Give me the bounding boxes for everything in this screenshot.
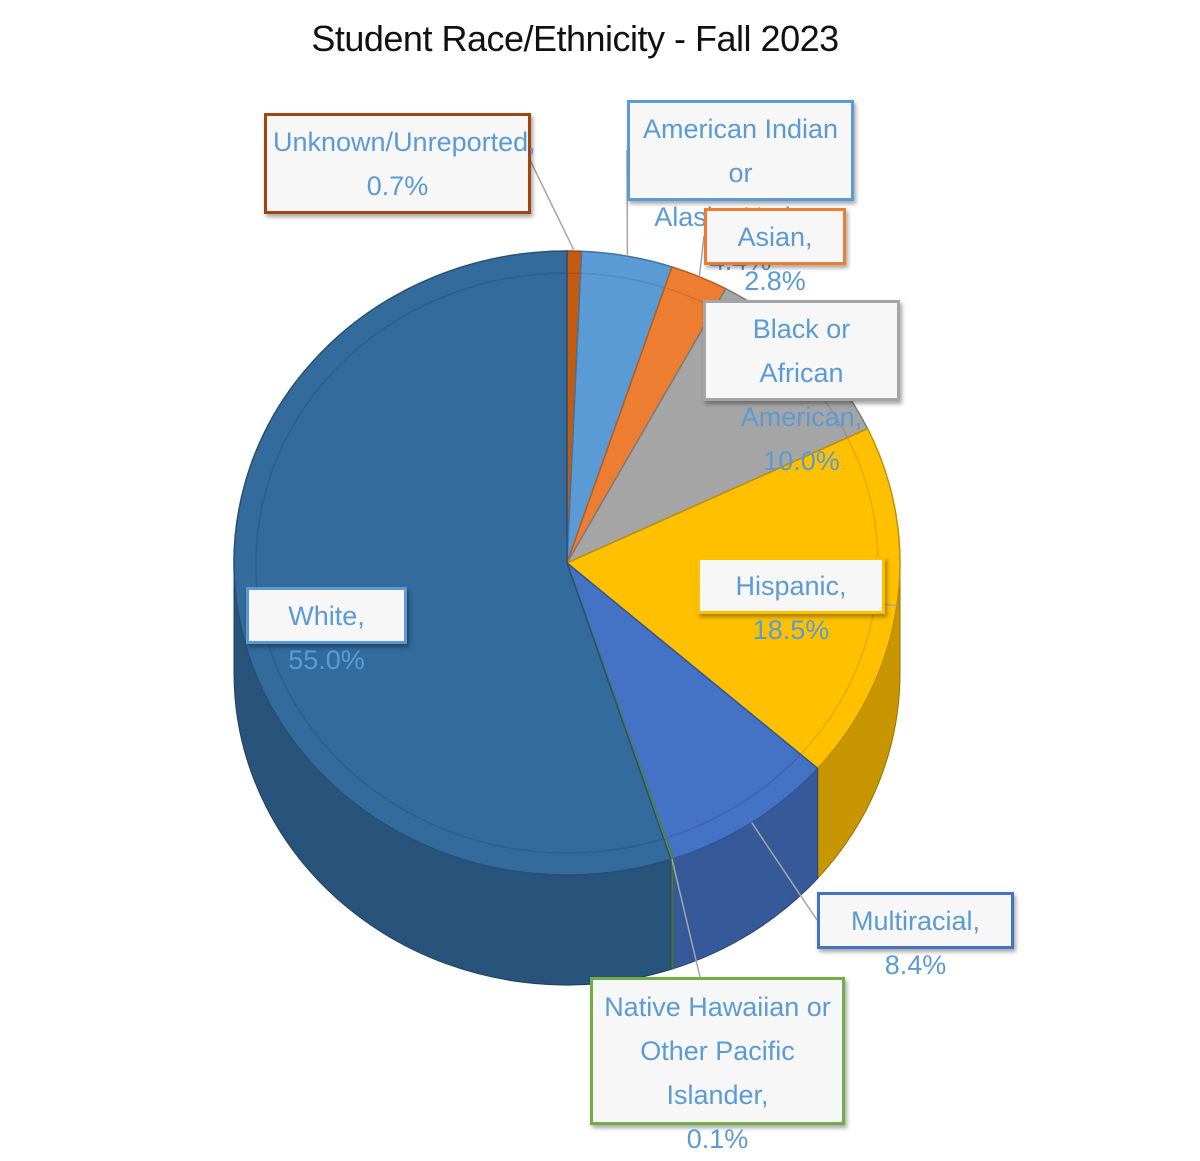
- data-label-line: Black or African: [712, 307, 891, 395]
- data-label-hispanic: Hispanic, 18.5%: [697, 557, 885, 614]
- data-label-line: Other Pacific Islander,: [599, 1029, 836, 1117]
- data-label-line: 0.1%: [599, 1117, 836, 1161]
- data-label-line: Multiracial, 8.4%: [826, 899, 1005, 987]
- data-label-line: American, 10.0%: [712, 395, 891, 483]
- data-label-line: Hispanic, 18.5%: [706, 564, 876, 652]
- data-label-multiracial: Multiracial, 8.4%: [817, 892, 1014, 949]
- data-label-asian: Asian, 2.8%: [704, 208, 846, 265]
- leader-line-unknown-unreported: [530, 160, 574, 251]
- data-label-line: 0.7%: [273, 164, 522, 208]
- data-label-line: White, 55.0%: [255, 594, 398, 682]
- data-label-line: American Indian or: [636, 107, 845, 195]
- data-label-white: White, 55.0%: [246, 587, 407, 644]
- data-label-line: Unknown/Unreported,: [273, 120, 522, 164]
- data-label-line: Native Hawaiian or: [599, 985, 836, 1029]
- data-label-line: Asian, 2.8%: [713, 215, 837, 303]
- data-label-unknown-unreported: Unknown/Unreported,0.7%: [264, 113, 531, 214]
